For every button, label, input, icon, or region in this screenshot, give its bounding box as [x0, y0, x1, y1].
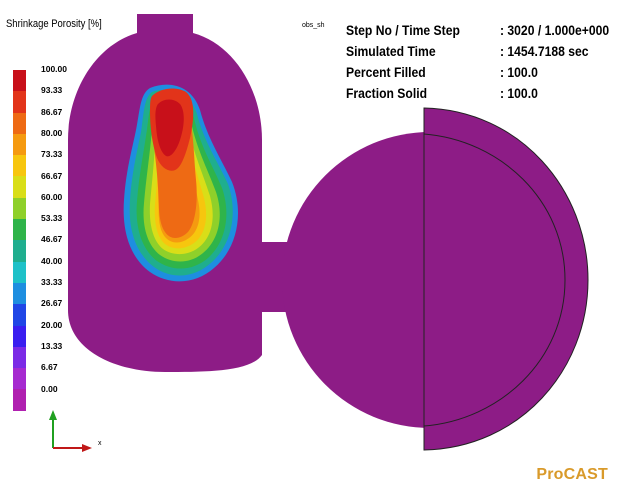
- status-label: Percent Filled: [346, 65, 426, 80]
- legend-swatch: [13, 304, 26, 326]
- legend-swatch: [13, 346, 26, 369]
- legend-swatch: [13, 112, 26, 134]
- status-label: Simulated Time: [346, 44, 436, 59]
- observer-label: obs_sh: [302, 22, 325, 29]
- legend-title: Shrinkage Porosity [%]: [6, 18, 102, 30]
- porosity-contour: [123, 84, 238, 282]
- legend-swatch: [13, 197, 26, 220]
- casting-right-chill: [423, 107, 589, 451]
- legend-tick-label: 6.67: [41, 362, 58, 373]
- legend-swatch: [13, 261, 26, 283]
- status-value: : 3020 / 1.000e+000: [500, 23, 610, 38]
- legend-tick-label: 33.33: [41, 277, 63, 287]
- x-axis-label: x: [98, 440, 102, 447]
- legend-swatch: [13, 389, 26, 411]
- legend-swatch: [13, 176, 26, 198]
- legend-tick-label: 26.67: [41, 298, 63, 309]
- legend-swatch: [13, 325, 26, 347]
- legend-swatch: [13, 91, 26, 113]
- legend-swatch: [13, 368, 26, 390]
- status-value: : 1454.7188 sec: [500, 44, 589, 59]
- status-label: Step No / Time Step: [346, 23, 460, 38]
- legend-tick-label: 93.33: [41, 85, 63, 96]
- legend-tick-label: 60.00: [41, 191, 63, 202]
- legend-tick-label: 13.33: [41, 340, 63, 351]
- axis-triad: [49, 410, 92, 452]
- legend-swatch: [13, 219, 26, 241]
- status-value: : 100.0: [500, 65, 538, 80]
- legend-colorbar: [13, 70, 26, 411]
- legend-swatch: [13, 155, 26, 177]
- legend-tick-label: 66.67: [41, 170, 63, 181]
- legend-tick-label: 46.67: [41, 234, 63, 245]
- legend-swatch: [13, 133, 26, 156]
- legend-tick-label: 73.33: [41, 149, 63, 160]
- legend-tick-label: 80.00: [41, 127, 63, 138]
- legend-tick-label: 20.00: [41, 319, 63, 330]
- brand-logo: ProCAST: [536, 466, 608, 483]
- legend-tick-label: 100.00: [41, 64, 67, 74]
- legend-tick-label: 40.00: [41, 255, 63, 266]
- legend-swatch: [13, 240, 26, 262]
- legend-swatch: [13, 282, 26, 305]
- legend-swatch: [13, 70, 26, 92]
- status-value: : 100.0: [500, 86, 538, 101]
- legend-tick-label: 0.00: [41, 383, 58, 394]
- legend-tick-label: 53.33: [41, 213, 63, 224]
- chill-inner-outline: [423, 133, 566, 427]
- status-label: Fraction Solid: [346, 86, 428, 101]
- legend-tick-label: 86.67: [41, 106, 63, 117]
